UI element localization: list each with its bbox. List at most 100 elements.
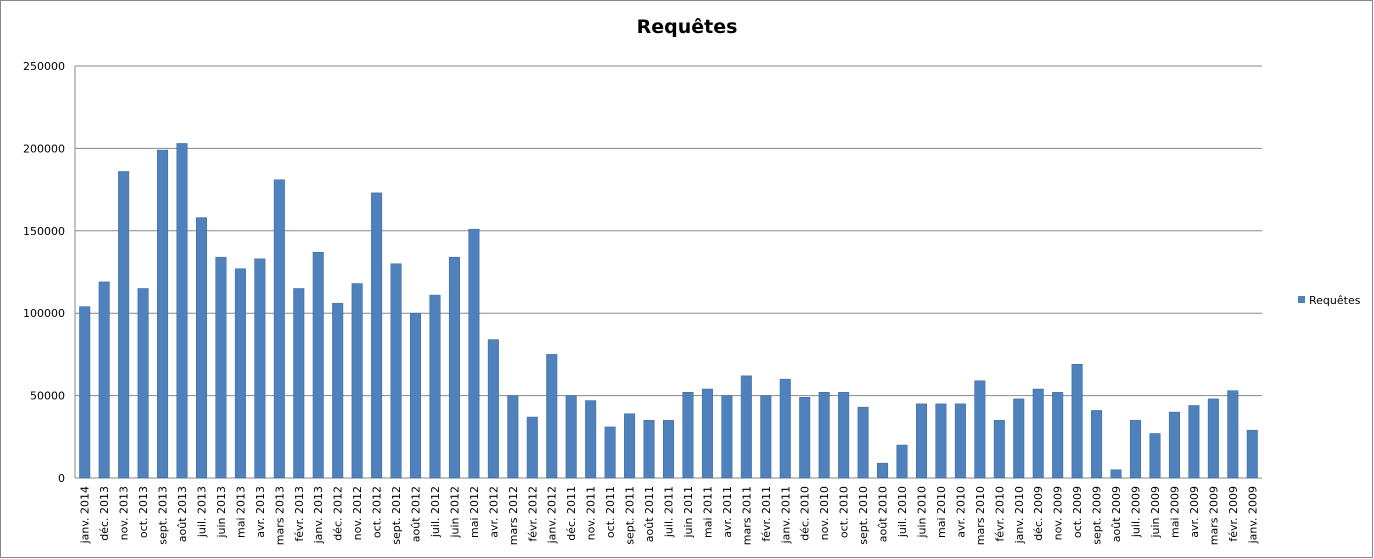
bar [410,312,422,479]
x-tick-label: janv. 2014 [79,486,92,544]
x-tick-label: juin 2012 [448,486,461,539]
bar [624,413,636,479]
x-tick-label: oct. 2012 [371,486,384,538]
bar [1227,390,1239,479]
bar [1188,405,1200,479]
bar [351,283,363,479]
bar [215,256,227,479]
legend-swatch [1298,296,1305,303]
bar [448,256,460,479]
x-tick-label: juil. 2011 [663,486,676,538]
bar [877,462,889,479]
bar [468,228,480,479]
x-tick-label: mai 2012 [468,486,481,538]
bar [1149,433,1161,479]
bar [1091,410,1103,479]
x-tick-label: mai 2013 [234,486,247,538]
bar [98,281,110,479]
x-tick-label: nov. 2013 [118,486,131,540]
x-tick-label: févr. 2012 [526,486,539,542]
x-tick-label: avr. 2010 [954,486,967,538]
bar [915,403,927,479]
chart-title: Requêtes [637,16,738,38]
x-tick-label: juin 2010 [915,486,928,539]
bar [137,288,149,479]
x-tick-label: févr. 2011 [760,486,773,542]
x-tick-label: déc. 2012 [332,486,345,541]
bar [799,396,811,479]
y-tick-label: 150000 [23,225,65,238]
x-tick-label: déc. 2010 [799,486,812,541]
bar [390,263,402,479]
x-tick-label: juil. 2012 [429,486,442,538]
bar [857,406,869,479]
x-tick-label: juil. 2010 [896,486,909,538]
bar [838,392,850,479]
x-tick-label: sept. 2009 [1091,486,1104,545]
x-tick-label: janv. 2012 [546,486,559,544]
bar [526,416,538,479]
x-tick-label: avr. 2012 [487,486,500,538]
bar [760,395,772,479]
bar [157,149,169,479]
x-tick-label: juin 2009 [1149,486,1162,539]
x-tick-label: oct. 2013 [137,486,150,538]
bar [565,395,577,479]
bar [954,403,966,479]
bar [293,288,305,479]
x-tick-label: mars 2011 [740,486,753,545]
bar [1110,469,1122,479]
y-tick-label: 100000 [23,307,65,320]
x-tick-label: avr. 2011 [721,486,734,538]
bar [935,403,947,479]
x-tick-label: nov. 2009 [1052,486,1065,540]
x-tick-label: août 2010 [877,486,890,542]
bar [1207,398,1219,479]
bar [546,354,558,479]
bar [234,268,246,479]
x-tick-label: août 2012 [410,486,423,542]
x-tick-label: oct. 2010 [838,486,851,538]
x-tick-label: févr. 2013 [293,486,306,542]
bar [818,392,830,479]
bar [643,420,655,479]
x-tick-label: mai 2009 [1168,486,1181,538]
x-tick-label: juin 2013 [215,486,228,539]
bar [429,294,441,479]
bar [1032,388,1044,479]
x-tick-label: janv. 2011 [779,486,792,544]
x-tick-label: avr. 2009 [1188,486,1201,538]
x-tick-label: avr. 2013 [254,486,267,538]
x-tick-label: août 2013 [176,486,189,542]
x-tick-label: févr. 2010 [993,486,1006,542]
bar [1052,392,1064,479]
bar [1168,411,1180,479]
bar [1130,420,1142,479]
bar [604,426,616,479]
x-tick-label: sept. 2013 [157,486,170,545]
bar [118,171,130,479]
legend-label: Requêtes [1309,294,1361,307]
bar [195,217,207,479]
x-tick-label: mars 2013 [273,486,286,545]
bar [1013,398,1025,479]
x-tick-label: mai 2011 [701,486,714,538]
bar [254,258,266,479]
bar [273,179,285,479]
x-tick-label: nov. 2012 [351,486,364,540]
bar [896,444,908,479]
x-tick-label: mars 2010 [974,486,987,545]
x-tick-label: mai 2010 [935,486,948,538]
x-tick-label: sept. 2010 [857,486,870,545]
bar [662,420,675,479]
bar [371,192,383,479]
y-tick-label: 50000 [30,390,65,403]
bar [1071,364,1083,479]
bar [682,392,694,479]
bar [487,339,499,479]
x-tick-label: oct. 2011 [604,486,617,538]
x-tick-label: nov. 2011 [585,486,598,540]
x-tick-label: déc. 2013 [98,486,111,541]
bar [332,303,344,479]
